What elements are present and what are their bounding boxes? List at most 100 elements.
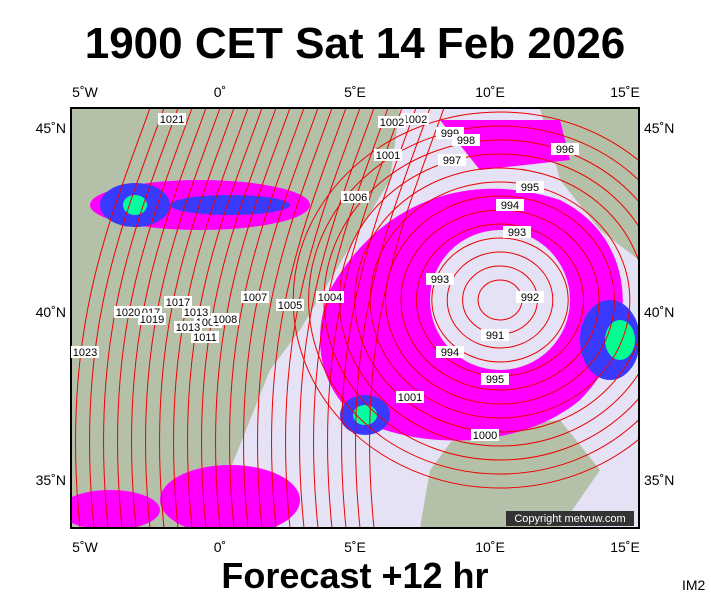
lon-label: 15˚E (610, 539, 640, 555)
isobar (369, 181, 631, 419)
isobar-label: 1013 (176, 322, 200, 334)
isobar (354, 108, 431, 528)
isobar (270, 108, 347, 528)
isobar-label: 1001 (398, 392, 422, 404)
isobar (284, 108, 361, 528)
isobar-label: 995 (521, 182, 539, 194)
isobar (74, 108, 151, 528)
isobar-label-bg (158, 113, 186, 125)
isobar-label-bg (503, 226, 531, 238)
isobar-label: 1007 (243, 292, 267, 304)
precip (170, 195, 290, 215)
copyright-box (506, 511, 634, 526)
isobar-label-bg (182, 306, 210, 318)
isobar-label: 996 (556, 144, 574, 156)
precip (440, 120, 570, 170)
precip (71, 490, 160, 528)
isobar-label-bg (551, 143, 579, 155)
isobar-label-bg (401, 113, 429, 125)
isobar (385, 195, 615, 405)
lon-label: 5˚E (344, 539, 366, 555)
lon-label: 0˚ (214, 84, 226, 100)
lon-label: 5˚W (72, 84, 98, 100)
isobar-label: 1000 (473, 430, 497, 442)
isobar-label-bg (378, 116, 406, 128)
isobar-label: 995 (486, 374, 504, 386)
isobar (144, 108, 221, 528)
precip (160, 465, 300, 528)
isobar-label: 1001 (376, 150, 400, 162)
lon-label: 10˚E (475, 84, 505, 100)
isobar-label: 1020 (116, 307, 140, 319)
isobar-label: 1005 (278, 300, 302, 312)
isobar (130, 108, 207, 528)
lon-label: 0˚ (214, 539, 226, 555)
isobar-label: 1004 (318, 292, 342, 304)
isobar-label-bg (138, 313, 166, 325)
isobar (102, 108, 179, 528)
isobar (446, 251, 554, 349)
isobar-label-bg (481, 329, 509, 341)
isobar-label-bg (71, 346, 99, 358)
lat-label: 35˚N (644, 472, 674, 488)
isobar-label-bg (426, 273, 454, 285)
isobar (200, 108, 277, 528)
copyright: Copyright metvuw.com (514, 513, 625, 525)
isobar-label-bg (241, 291, 269, 303)
isobar-label-bg (114, 306, 142, 318)
lat-label: 40˚N (36, 304, 66, 320)
isobar (298, 108, 375, 528)
isobar-label-bg (316, 291, 344, 303)
lat-label: 45˚N (644, 120, 674, 136)
isobar-label: 1008 (213, 314, 237, 326)
isobar (116, 108, 193, 528)
isobar (228, 108, 305, 528)
labels: 5˚W 5˚W 0˚ 0˚ 5˚E 5˚E 10˚E 10˚E 15˚E 15˚E 45˚N 45˚N… (36, 84, 675, 555)
isobar-label-bg (276, 299, 304, 311)
isobar-label: 994 (501, 200, 519, 212)
isobar (431, 237, 569, 363)
isobar-label-bg (438, 154, 466, 166)
lon-label: 5˚W (72, 539, 98, 555)
isobar-label: 994 (441, 347, 459, 359)
isobar-label: 1002 (380, 117, 404, 129)
isobar-label: 993 (431, 274, 449, 286)
isobar (158, 108, 235, 528)
isobar-label-bg (496, 199, 524, 211)
isobar (256, 108, 333, 528)
isobar-label: 1002 (403, 114, 427, 126)
isobar-label: 1019 (140, 314, 164, 326)
code: IM2 (682, 577, 706, 593)
isobar (242, 108, 319, 528)
isobar-label-bg (164, 296, 192, 308)
isobar-label: 1011 (193, 332, 217, 344)
lat-label: 45˚N (36, 120, 66, 136)
isobar (172, 108, 249, 528)
lat-label: 35˚N (36, 472, 66, 488)
isobar-label-bg (516, 181, 544, 193)
precip (353, 405, 377, 425)
isobar (214, 108, 291, 528)
isobar-label: 998 (457, 135, 475, 147)
isobar-label-bg (436, 346, 464, 358)
isobar-label: 991 (486, 330, 504, 342)
lon-label: 5˚E (344, 84, 366, 100)
isobar-label-bg (516, 291, 544, 303)
isobar (308, 125, 639, 475)
map-frame (70, 107, 640, 529)
isobar-label: 992 (521, 292, 539, 304)
isobar-label-bg (374, 149, 402, 161)
lat-label: 40˚N (644, 304, 674, 320)
isobar (186, 108, 263, 528)
isobar-label: 997 (443, 155, 461, 167)
isobar-label-bg (174, 321, 202, 333)
isobar-label: 993 (508, 227, 526, 239)
forecast: Forecast +12 hr (221, 555, 488, 596)
isobar (88, 108, 165, 528)
isobar-label-bg (471, 429, 499, 441)
title: 1900 CET Sat 14 Feb 2026 (85, 19, 626, 68)
isobar (368, 108, 445, 528)
isobar-label-bg (452, 134, 480, 146)
isobar-label-bg (341, 191, 369, 203)
